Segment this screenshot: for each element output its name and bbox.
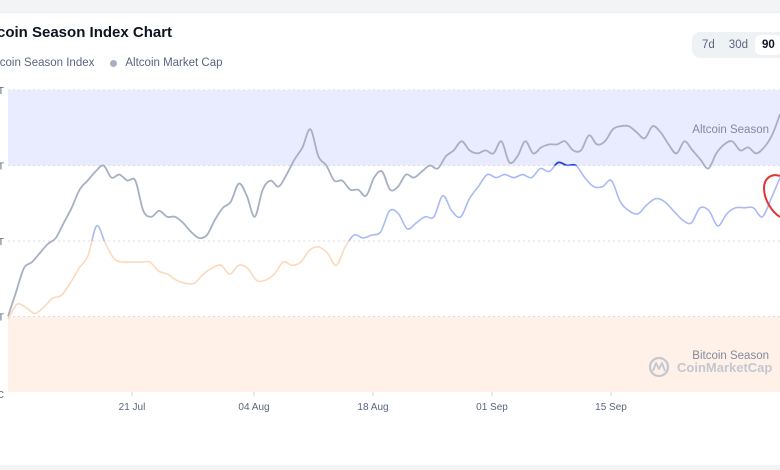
altcoin-season-zone [8,90,780,166]
tab-7d[interactable]: 7d [702,39,715,51]
tab-30d[interactable]: 30d [728,39,748,51]
x-tick-label: 21 Jul [119,402,146,413]
coinmarketcap-logo-icon [648,356,670,378]
x-tick-label: 04 Aug [238,402,269,413]
market-cap-line[interactable] [7,113,780,317]
bitcoin-season-label: Bitcoin Season [692,350,769,362]
legend-item-season-index[interactable]: ltcoin Season Index [0,57,94,69]
legend-label-market-cap: Altcoin Market Cap [125,57,223,69]
y-tick-label: T [0,86,4,97]
season-index-line-upper[interactable] [8,161,780,319]
legend-item-market-cap[interactable]: Altcoin Market Cap [110,57,223,69]
x-axis-ticks: 21 Jul 04 Aug 18 Aug 01 Sep 15 Sep [119,392,627,413]
x-tick-label: 18 Aug [357,402,388,413]
bitcoin-season-zone [8,316,780,392]
legend-label-season-index: ltcoin Season Index [0,57,95,69]
altcoin-season-label: Altcoin Season [692,124,769,136]
range-tabs: 7d 30d 90 [692,32,780,58]
x-tick-label: 15 Sep [595,402,627,413]
tab-90d[interactable]: 90 [754,35,780,55]
chart-title: tcoin Season Index Chart [0,24,173,41]
chart-grid [8,89,780,317]
coinmarketcap-watermark-text: CoinMarketCap [677,360,772,375]
y-tick-label: C [0,390,4,401]
y-tick-label: T [0,313,4,324]
chart-legend: ltcoin Season Index Altcoin Market Cap [0,55,239,71]
legend-dot-market-cap [110,59,118,67]
season-index-line-lower[interactable] [7,162,780,320]
chart-series [7,113,780,320]
x-tick-label: 01 Sep [476,402,508,413]
y-tick-label: T [0,237,4,248]
y-tick-label: T [0,162,4,173]
y-axis-ticks: T T T T C [0,86,4,401]
red-annotation-circle [762,174,780,218]
coinmarketcap-watermark: CoinMarketCap [648,356,772,378]
